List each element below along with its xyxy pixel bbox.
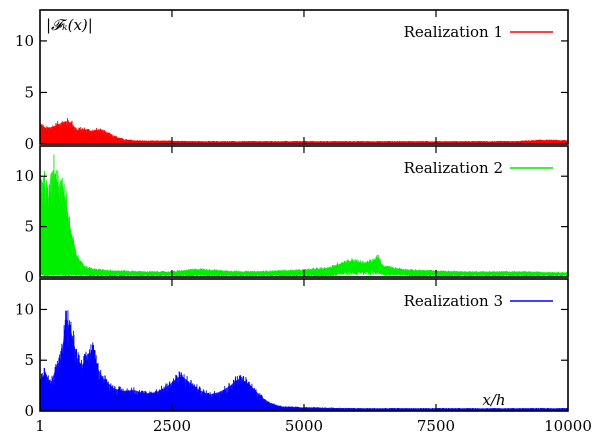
x-tick-label: 7500 xyxy=(417,417,455,435)
panel-3: 0 5 10 Realization 3 xyxy=(15,278,569,420)
x-axis-label: x/h xyxy=(482,391,505,409)
panel-1: 0 5 10 Realization 1 xyxy=(15,9,569,153)
y-tick-label: 5 xyxy=(24,218,34,236)
panel-2: 0 5 10 Realization 2 xyxy=(15,145,569,286)
legend-label-2: Realization 2 xyxy=(404,159,503,177)
y-tick-label: 5 xyxy=(24,83,34,101)
series-2-area xyxy=(40,169,568,275)
x-tick-label: 2500 xyxy=(153,417,191,435)
y-tick-label: 10 xyxy=(15,300,34,318)
x-tick-label: 1 xyxy=(35,417,45,435)
x-tick-label: 10000 xyxy=(544,417,592,435)
x-tick-label: 5000 xyxy=(285,417,323,435)
y-tick-label: 10 xyxy=(15,32,34,50)
y-tick-label: 0 xyxy=(24,402,34,420)
y-tick-label: 5 xyxy=(24,351,34,369)
legend-label-3: Realization 3 xyxy=(404,292,503,310)
series-1-area xyxy=(40,121,568,144)
y-tick-label: 10 xyxy=(15,167,34,185)
y-tick-label: 0 xyxy=(24,135,34,153)
y-tick-label: 0 xyxy=(24,268,34,286)
y-axis-label: |𝓕ₖ(x)| xyxy=(46,16,93,34)
series-3-area xyxy=(40,317,568,411)
legend-label-1: Realization 1 xyxy=(404,23,503,41)
